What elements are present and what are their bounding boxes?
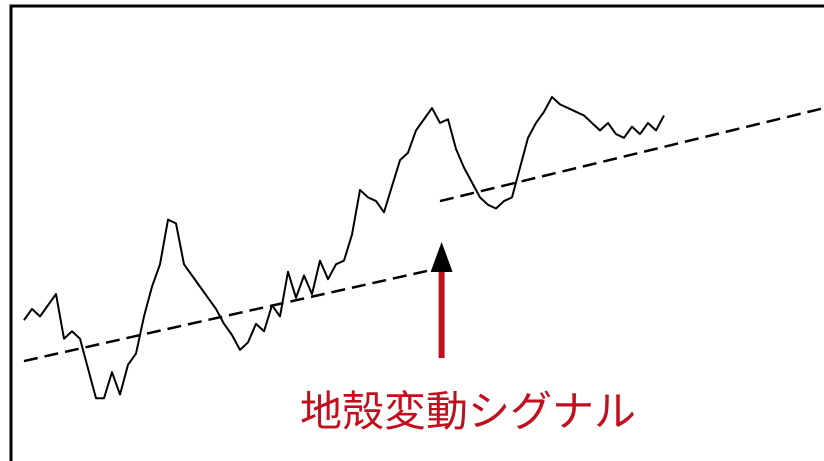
annotation-label: 地殻変動シグナル: [300, 387, 636, 436]
annotation-arrowhead: [430, 242, 453, 272]
trend-segment-2: [439, 106, 824, 203]
data-series: [23, 95, 665, 400]
trend-segment-1: [23, 266, 441, 363]
series-line: [23, 95, 665, 400]
trend-lines: [23, 106, 824, 363]
chart-frame: [9, 4, 824, 461]
annotation: 地殻変動シグナル: [300, 242, 636, 436]
